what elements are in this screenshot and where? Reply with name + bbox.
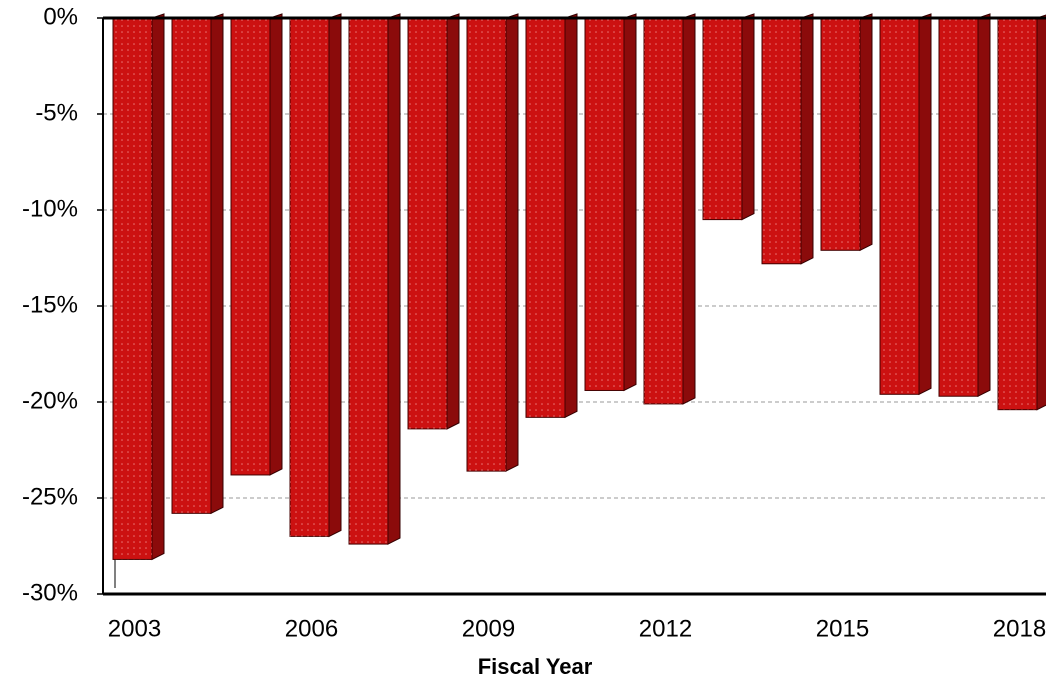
bar-texture bbox=[762, 18, 801, 264]
y-tick-label: -10% bbox=[22, 195, 78, 222]
bar-texture bbox=[113, 18, 152, 560]
x-tick-label: 2015 bbox=[816, 615, 869, 642]
bar-texture bbox=[526, 18, 565, 418]
bar-side bbox=[210, 13, 224, 515]
bar-side bbox=[741, 13, 755, 221]
bar-texture bbox=[231, 18, 270, 475]
bar-side bbox=[505, 13, 519, 472]
x-tick-label: 2003 bbox=[108, 615, 161, 642]
y-tick-label: -30% bbox=[22, 579, 78, 606]
bar-side bbox=[151, 13, 165, 561]
bar-side bbox=[859, 13, 873, 252]
x-axis-title: Fiscal Year bbox=[478, 654, 593, 679]
bar-side bbox=[977, 13, 991, 398]
bar-side bbox=[387, 13, 401, 545]
bar-side bbox=[682, 13, 696, 405]
y-tick-label: -20% bbox=[22, 387, 78, 414]
y-tick-label: 0% bbox=[43, 3, 78, 30]
bar-texture bbox=[644, 18, 683, 404]
y-tick-label: -25% bbox=[22, 483, 78, 510]
bar-side bbox=[269, 13, 283, 476]
bar-side bbox=[918, 13, 932, 396]
bar-texture bbox=[290, 18, 329, 537]
bar-texture bbox=[349, 18, 388, 545]
bar-side bbox=[328, 13, 342, 538]
bar-texture bbox=[467, 18, 506, 472]
y-tick-label: -5% bbox=[35, 99, 78, 126]
bar-side bbox=[564, 13, 578, 419]
x-tick-label: 2012 bbox=[639, 615, 692, 642]
bar-texture bbox=[998, 18, 1037, 410]
bar-texture bbox=[585, 18, 624, 391]
bar-side bbox=[446, 13, 460, 430]
bar-side bbox=[1036, 14, 1046, 411]
x-tick-label: 2006 bbox=[285, 615, 338, 642]
bar-texture bbox=[821, 18, 860, 251]
bar-side bbox=[800, 13, 814, 265]
x-tick-label: 2009 bbox=[462, 615, 515, 642]
x-tick-label: 2018 bbox=[993, 615, 1046, 642]
bar-texture bbox=[880, 18, 919, 395]
bar-texture bbox=[939, 18, 978, 397]
y-tick-label: -15% bbox=[22, 291, 78, 318]
bar-texture bbox=[408, 18, 447, 429]
bar-side bbox=[623, 13, 637, 392]
bar-texture bbox=[703, 18, 742, 220]
bar-texture bbox=[172, 18, 211, 514]
